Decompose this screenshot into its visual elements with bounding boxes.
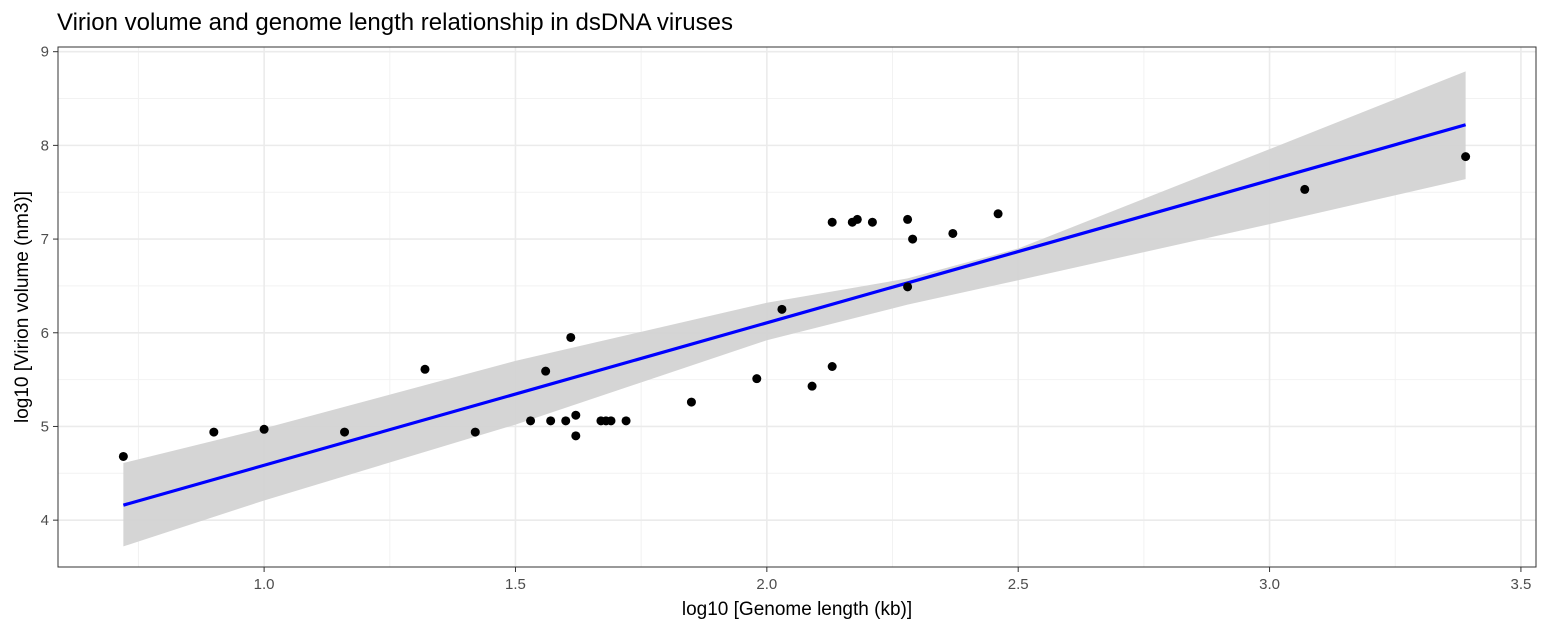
data-point [948,228,958,238]
data-point [752,374,762,384]
data-point [827,217,837,227]
data-point [993,209,1003,219]
y-tick-label: 9 [41,44,49,61]
data-point [526,416,536,426]
data-point [777,304,787,314]
y-tick-label: 4 [41,512,49,529]
data-point [903,282,913,292]
data-point [209,427,219,437]
x-tick-label: 2.5 [1008,576,1029,593]
x-tick-label: 3.0 [1259,576,1280,593]
y-tick-label: 8 [41,137,49,154]
fit-line-layer [122,123,1467,507]
x-tick-label: 3.5 [1510,576,1531,593]
data-point [908,234,918,244]
data-point [606,416,616,426]
data-point [571,431,581,441]
data-point [1300,184,1310,194]
x-axis-title: log10 [Genome length (kb)] [682,599,912,620]
data-point [118,451,128,461]
x-tick-label: 2.0 [756,576,777,593]
x-tick-label: 1.5 [505,576,526,593]
data-point [340,427,350,437]
data-point [546,416,556,426]
data-point [541,366,551,376]
confidence-band [123,71,1466,547]
data-point [903,214,913,224]
data-point [561,416,571,426]
x-axis-ticks: 1.0 1.5 2.0 2.5 3.0 3.5 [254,567,1531,593]
data-point [686,397,696,407]
points-layer [118,152,1471,461]
data-point [259,424,269,434]
data-point [571,410,581,420]
confidence-band-layer [123,71,1466,547]
data-point [827,361,837,371]
y-tick-label: 5 [41,418,49,435]
data-point [621,416,631,426]
chart-title: Virion volume and genome length relation… [57,9,733,36]
data-point [807,381,817,391]
y-tick-label: 6 [41,325,49,342]
data-point [566,332,576,342]
data-point [420,364,430,374]
data-point [852,214,862,224]
x-tick-label: 1.0 [254,576,275,593]
y-tick-label: 7 [41,231,49,248]
fit-line [122,123,1467,507]
data-point [470,427,480,437]
panel-border [57,46,1537,568]
data-point [1461,152,1471,162]
data-point [867,217,877,227]
y-axis-title: log10 [Virion volume (nm3)] [12,191,33,423]
y-axis-ticks: 4 5 6 7 8 9 [41,44,58,529]
